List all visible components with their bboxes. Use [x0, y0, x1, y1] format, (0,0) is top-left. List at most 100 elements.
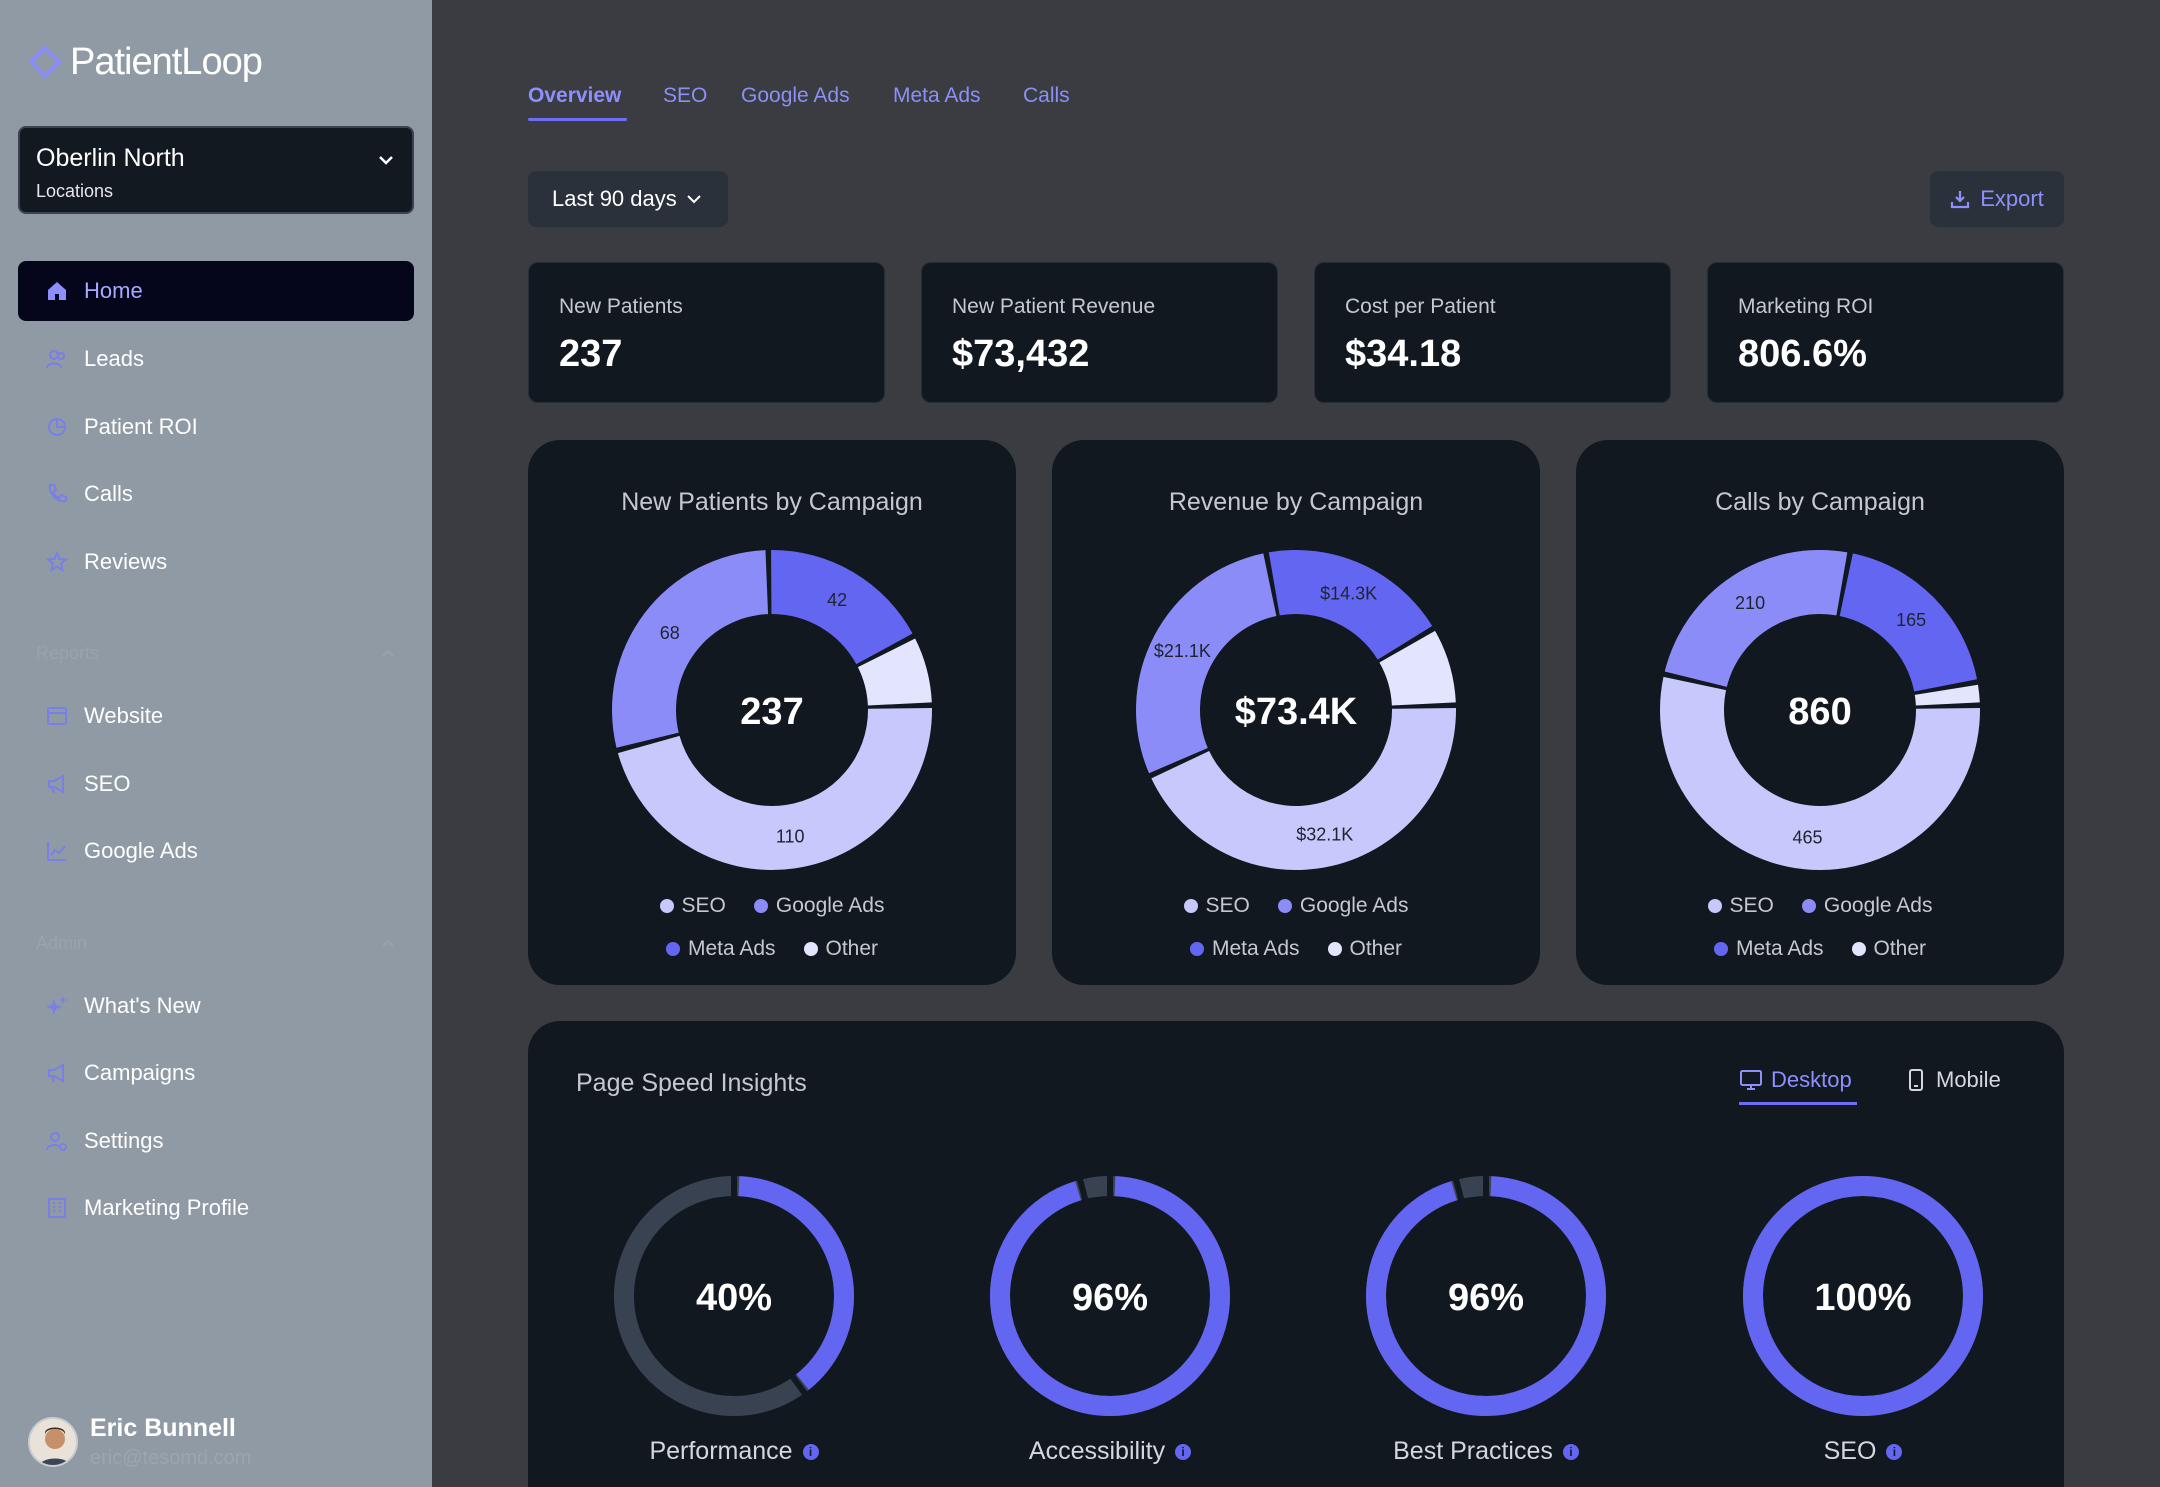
- sidebar-item-home[interactable]: Home: [18, 261, 414, 321]
- gauge-seo: 100%: [1743, 1176, 1983, 1416]
- slice-label: $32.1K: [1296, 825, 1353, 845]
- browser-icon: [46, 705, 68, 727]
- star-icon: [46, 551, 68, 573]
- avatar: [28, 1417, 78, 1467]
- phone-device-icon: [1909, 1069, 1923, 1091]
- tab-desktop-label: Desktop: [1771, 1067, 1852, 1092]
- gauge-arc: [1743, 1176, 1983, 1416]
- chart-card-new-patients: New Patients by Campaign 110 68 42 237 SEO …: [528, 440, 1016, 985]
- donut-slice-seo[interactable]: [617, 708, 932, 870]
- tab-mobile[interactable]: Mobile: [1904, 1067, 2001, 1093]
- export-button[interactable]: Export: [1930, 171, 2064, 227]
- stat-value: $73,432: [952, 333, 1090, 375]
- chart-legend-row-1: SEO Google Ads: [528, 894, 1016, 918]
- donut-slice-other[interactable]: [1914, 684, 1980, 706]
- chart-card-revenue: Revenue by Campaign $32.1K $21.1K $14.3K $7…: [1052, 440, 1540, 985]
- gauge-label-accessibility: Accessibility i: [960, 1437, 1260, 1466]
- slice-label: 68: [660, 623, 680, 643]
- gauge-accessibility: 96%: [990, 1176, 1230, 1416]
- donut-slice-meta-ads[interactable]: [771, 550, 913, 665]
- stat-card-new-patient-revenue: New Patient Revenue $73,432: [921, 262, 1278, 403]
- stat-value: 806.6%: [1738, 333, 1867, 375]
- megaphone-icon: [46, 773, 68, 795]
- chart-legend-row-1: SEO Google Ads: [1052, 894, 1540, 918]
- gauge-value: 100%: [1814, 1277, 1911, 1319]
- sidebar-item-label: Settings: [84, 1128, 164, 1153]
- chevron-up-icon: [382, 939, 394, 947]
- user-profile[interactable]: Eric Bunnell eric@tesomd.com: [28, 1414, 251, 1470]
- donut-slice-seo[interactable]: [1660, 676, 1980, 870]
- sidebar-item-google-ads[interactable]: Google Ads: [18, 821, 414, 881]
- stat-value: 237: [559, 333, 623, 375]
- donut-slice-other[interactable]: [1379, 630, 1456, 706]
- tab-meta-ads[interactable]: Meta Ads: [893, 84, 981, 107]
- legend-item-other: Other: [1851, 937, 1926, 961]
- gauge-label-best-practices: Best Practices i: [1336, 1437, 1636, 1466]
- section-header-reports[interactable]: Reports: [36, 641, 396, 665]
- info-icon[interactable]: i: [802, 1443, 819, 1460]
- sidebar-item-label: Home: [84, 278, 143, 303]
- legend-item-google-ads: Google Ads: [1801, 894, 1932, 918]
- gauge-value: 96%: [1072, 1277, 1148, 1319]
- sidebar-item-label: Campaigns: [84, 1060, 196, 1085]
- donut-slice-google-ads[interactable]: [1664, 550, 1848, 687]
- donut-slice-meta-ads[interactable]: [1839, 553, 1978, 692]
- legend-item-other: Other: [803, 937, 878, 961]
- sidebar-item-settings[interactable]: Settings: [18, 1111, 414, 1171]
- date-range-dropdown[interactable]: Last 90 days: [528, 171, 728, 227]
- sidebar-item-calls[interactable]: Calls: [18, 464, 414, 524]
- section-header-label: Admin: [36, 932, 88, 953]
- sidebar-item-reviews[interactable]: Reviews: [18, 532, 414, 592]
- section-header-admin[interactable]: Admin: [36, 931, 396, 955]
- user-email: eric@tesomd.com: [90, 1447, 252, 1469]
- sidebar-item-label: What's New: [84, 993, 201, 1018]
- chart-legend-row-2: Meta Ads Other: [1576, 937, 2064, 961]
- gauge-value: 40%: [696, 1277, 772, 1319]
- stat-label: New Patients: [559, 295, 683, 318]
- tab-desktop[interactable]: Desktop: [1739, 1067, 1852, 1093]
- donut-slice-seo[interactable]: [1151, 708, 1456, 870]
- tab-google-ads[interactable]: Google Ads: [741, 84, 850, 107]
- gauge-separator: [1452, 1176, 1466, 1204]
- donut-chart: 110 68 42 237: [612, 550, 932, 870]
- logo-text: PatientLoop: [70, 40, 263, 83]
- stat-label: New Patient Revenue: [952, 295, 1156, 318]
- tab-calls[interactable]: Calls: [1023, 84, 1070, 107]
- sidebar-item-patient-roi[interactable]: Patient ROI: [18, 397, 414, 457]
- donut-chart: 465 210 165 860: [1660, 550, 1980, 870]
- donut-slice-google-ads[interactable]: [612, 550, 769, 748]
- app-logo[interactable]: PatientLoop: [28, 40, 263, 84]
- stat-card-new-patients: New Patients 237: [528, 262, 885, 403]
- sidebar-item-label: Leads: [84, 346, 144, 371]
- sidebar-item-website[interactable]: Website: [18, 686, 414, 746]
- gauge-separator: [1076, 1176, 1090, 1204]
- sidebar-item-whats-new[interactable]: What's New: [18, 976, 414, 1036]
- tab-seo[interactable]: SEO: [663, 84, 708, 107]
- sidebar-item-label: SEO: [84, 771, 131, 796]
- gauge-arc: [1366, 1176, 1606, 1416]
- sidebar-item-leads[interactable]: Leads: [18, 329, 414, 389]
- info-icon[interactable]: i: [1886, 1443, 1903, 1460]
- sidebar-item-marketing-profile[interactable]: Marketing Profile: [18, 1178, 414, 1238]
- tab-overview[interactable]: Overview: [528, 84, 622, 107]
- donut-slice-other[interactable]: [857, 638, 932, 706]
- donut-center-value: 860: [1788, 691, 1851, 733]
- sidebar-item-campaigns[interactable]: Campaigns: [18, 1043, 414, 1103]
- sidebar-item-label: Marketing Profile: [84, 1195, 250, 1220]
- logo-icon: [28, 45, 62, 79]
- megaphone-icon: [46, 1062, 68, 1084]
- donut-slice-meta-ads[interactable]: [1268, 550, 1433, 660]
- user-cog-icon: [46, 1130, 68, 1152]
- info-icon[interactable]: i: [1175, 1443, 1192, 1460]
- sidebar-item-seo[interactable]: SEO: [18, 754, 414, 814]
- info-icon[interactable]: i: [1562, 1443, 1579, 1460]
- users-icon: [46, 348, 68, 370]
- legend-item-meta-ads: Meta Ads: [665, 937, 776, 961]
- stat-label: Marketing ROI: [1738, 295, 1874, 318]
- legend-item-seo: SEO: [659, 894, 726, 918]
- donut-slice-google-ads[interactable]: [1136, 553, 1277, 774]
- location-selector[interactable]: Oberlin North Locations: [18, 126, 414, 214]
- slice-label: 165: [1896, 610, 1926, 630]
- gauge-label-seo: SEO i: [1713, 1437, 2013, 1466]
- chart-legend-row-1: SEO Google Ads: [1576, 894, 2064, 918]
